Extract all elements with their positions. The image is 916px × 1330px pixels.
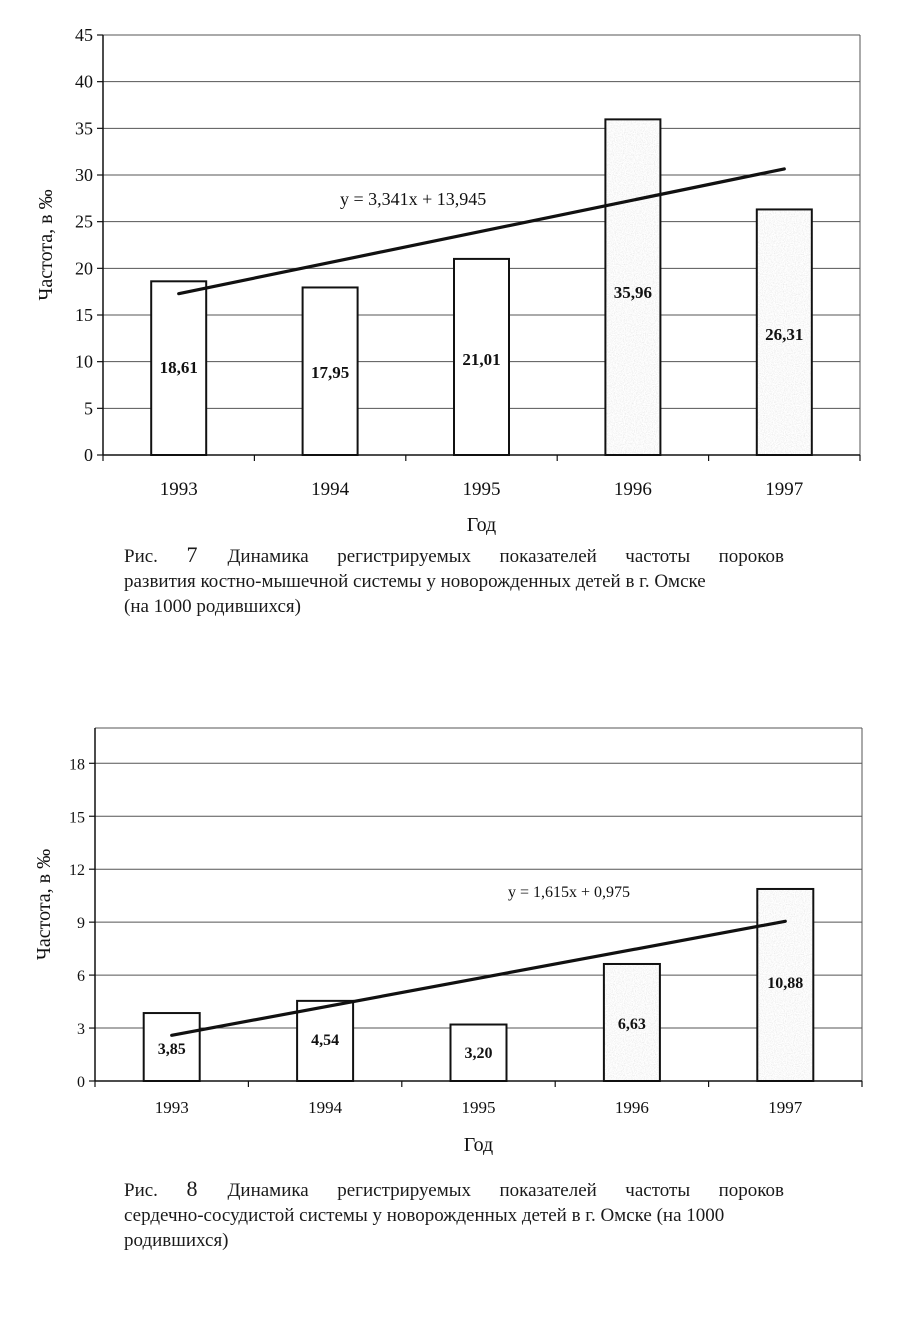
x-axis-title: Год <box>467 514 496 536</box>
trendline-equation: y = 3,341x + 13,945 <box>340 189 486 209</box>
x-tick-label: 1995 <box>463 479 501 500</box>
y-tick-label: 15 <box>69 809 85 826</box>
y-tick-label: 45 <box>75 25 93 45</box>
y-tick-label: 6 <box>77 968 85 985</box>
bar-shading <box>606 120 660 454</box>
y-tick-label: 30 <box>75 165 93 185</box>
bar-shading <box>604 964 659 1080</box>
trendline <box>170 919 787 1037</box>
y-tick-label: 5 <box>84 398 93 418</box>
y-tick-label: 0 <box>84 445 93 465</box>
y-tick-label: 12 <box>69 862 85 879</box>
bar-value-label: 21,01 <box>462 350 500 369</box>
caption-line-3: родившихся) <box>124 1230 229 1251</box>
bar <box>449 1023 508 1082</box>
y-axis-title: Частота, в ‰ <box>33 849 55 960</box>
x-tick-label: 1996 <box>614 479 652 500</box>
y-tick-label: 9 <box>77 915 85 932</box>
y-tick-label: 25 <box>75 212 93 232</box>
x-tick-label: 1994 <box>311 479 350 500</box>
caption-line-1: Динамика регистрируемых показателей част… <box>227 546 785 567</box>
y-tick-label: 35 <box>75 118 93 138</box>
bar <box>453 257 510 457</box>
y-axis-title: Частота, в ‰ <box>35 189 57 300</box>
caption-number: 8 <box>186 1176 198 1201</box>
trendline-equation: y = 1,615x + 0,975 <box>508 884 630 901</box>
bar <box>142 1012 201 1082</box>
y-tick-label: 15 <box>75 305 93 325</box>
caption-number: 7 <box>186 542 198 567</box>
x-tick-label: 1993 <box>155 1098 189 1117</box>
y-tick-label: 3 <box>77 1021 85 1038</box>
caption-line-1: Динамика регистрируемых показателей част… <box>227 1180 785 1201</box>
bar-value-label: 4,54 <box>311 1032 339 1049</box>
bar-value-label: 35,96 <box>614 283 652 302</box>
x-axis-title: Год <box>464 1134 493 1156</box>
caption-prefix: Рис. <box>124 546 158 567</box>
x-tick-label: 1993 <box>160 479 198 500</box>
y-tick-label: 10 <box>75 352 93 372</box>
y-tick-label: 0 <box>77 1074 85 1091</box>
bar <box>296 999 355 1082</box>
x-tick-label: 1994 <box>308 1098 343 1117</box>
bar-value-label: 3,85 <box>158 1041 186 1058</box>
bar-value-label: 18,61 <box>160 358 198 377</box>
figure-caption-8: Рис. 8 Динамика регистрируемых показателе… <box>124 1176 784 1253</box>
y-tick-label: 20 <box>75 258 93 278</box>
chart-fig8: 0 3 6 9 12 15 18 1993 1994 1995 1996 1997 Год Частота… <box>33 727 863 1156</box>
x-tick-label: 1997 <box>768 1098 803 1117</box>
x-tick-label: 1996 <box>615 1098 649 1117</box>
caption-line-3: (на 1000 родившихся) <box>124 596 301 617</box>
bar-shading <box>757 210 811 454</box>
x-tick-label: 1995 <box>462 1098 496 1117</box>
caption-line-2: сердечно-сосудистой системы у новорожден… <box>124 1205 725 1226</box>
bar <box>150 280 208 456</box>
bar-value-label: 26,31 <box>765 325 803 344</box>
caption-prefix: Рис. <box>124 1180 158 1201</box>
chart-fig7: 0 5 10 15 20 25 30 35 40 45 1993 1994 1995 1996 1997 Го… <box>35 25 861 536</box>
caption-line-2: развития костно-мышечной системы у новор… <box>124 571 706 592</box>
figure-caption-7: Рис. 7 Динамика регистрируемых показателе… <box>124 542 784 619</box>
bar <box>301 286 359 457</box>
trendline <box>177 167 786 296</box>
y-tick-label: 18 <box>69 756 85 773</box>
x-tick-label: 1997 <box>765 479 803 500</box>
bar-value-label: 10,88 <box>767 975 803 992</box>
y-tick-label: 40 <box>75 72 93 92</box>
bar-value-label: 3,20 <box>465 1045 493 1062</box>
bar-value-label: 17,95 <box>311 363 349 382</box>
bar-value-label: 6,63 <box>618 1016 646 1033</box>
